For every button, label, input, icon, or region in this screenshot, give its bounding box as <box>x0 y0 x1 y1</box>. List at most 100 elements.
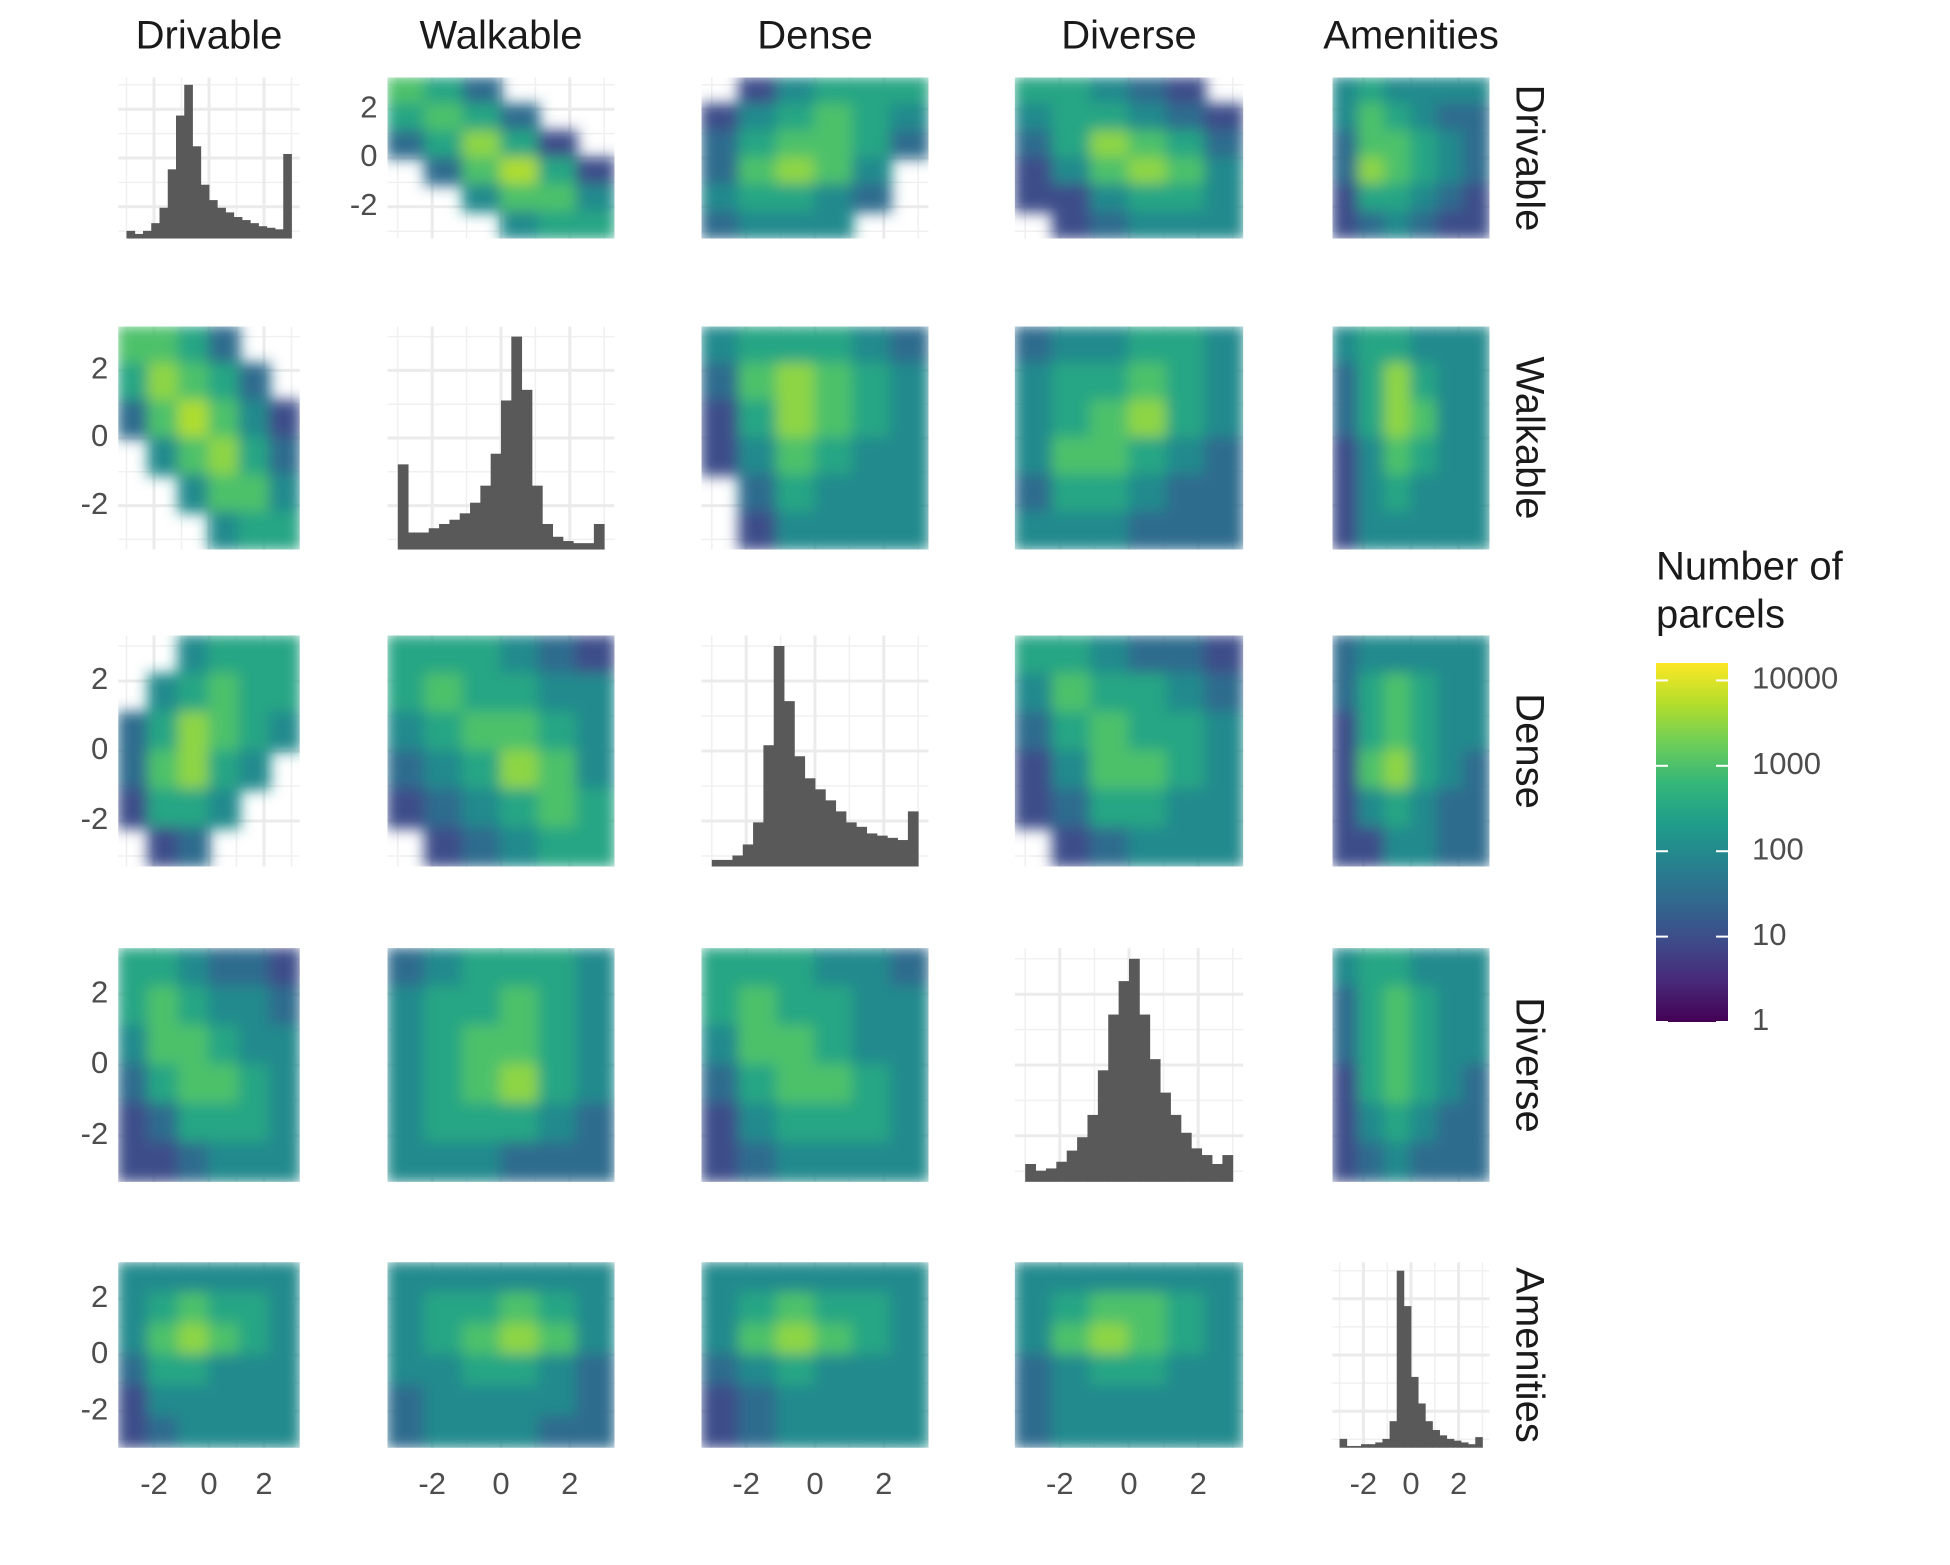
hex-cell <box>1410 1102 1439 1144</box>
hex-cell <box>851 1141 892 1182</box>
hex-cell <box>1332 1141 1360 1182</box>
hex-cell <box>462 1354 502 1387</box>
hex-cell <box>1383 750 1412 791</box>
hex-cell <box>889 77 929 106</box>
hex-cell <box>738 103 779 133</box>
hex-cell <box>1462 635 1490 675</box>
histogram-bar <box>753 822 764 867</box>
hex-cell <box>1462 326 1490 365</box>
histogram-bar <box>804 778 816 867</box>
hex-cell <box>500 1141 540 1182</box>
hex-cell <box>889 1354 929 1387</box>
hex-cell <box>1410 948 1439 989</box>
hex-cell <box>424 157 465 186</box>
y-tick-label: 2 <box>91 351 108 386</box>
hex-cell <box>851 362 892 402</box>
hex-cell <box>701 399 741 439</box>
hex-cell <box>1357 210 1386 239</box>
hex-cell <box>387 711 427 752</box>
hex-cell <box>1383 474 1412 514</box>
y-tick-label: 2 <box>91 974 108 1009</box>
histogram-bar <box>192 146 202 239</box>
hex-cell <box>1383 77 1412 106</box>
hex-cell <box>462 1292 502 1326</box>
hex-cell <box>118 1384 150 1418</box>
hex-cell <box>1436 750 1465 791</box>
histogram-bar <box>470 502 481 550</box>
hex-cell <box>1357 711 1386 752</box>
hex-cell <box>1383 711 1412 752</box>
hex-cell <box>177 1354 210 1387</box>
hex-cell <box>208 362 241 402</box>
hex-cell <box>238 948 271 989</box>
hex-cell <box>1128 673 1169 714</box>
hex-cell <box>537 1292 578 1326</box>
hex-cell <box>851 77 892 106</box>
hex-cell <box>851 1415 892 1448</box>
hex-cell <box>1014 157 1054 186</box>
hexbin-cells <box>1332 635 1490 867</box>
hex-cell <box>1436 157 1465 186</box>
hex-cell <box>147 326 180 365</box>
y-tick-label: 2 <box>360 89 377 124</box>
hex-cell <box>889 511 929 550</box>
hex-cell <box>500 157 540 186</box>
hex-cell <box>1204 437 1244 477</box>
hex-cell <box>1410 130 1439 159</box>
hex-cell <box>1332 750 1360 791</box>
hexbin-panel <box>387 635 615 867</box>
hex-cell <box>118 1354 150 1387</box>
hex-cell <box>268 635 300 675</box>
hex-cell <box>1204 1384 1244 1418</box>
hex-cell <box>1436 362 1465 402</box>
hex-cell <box>889 948 929 989</box>
hex-cell <box>776 1292 816 1326</box>
hex-cell <box>387 948 427 989</box>
histogram-bar <box>583 543 595 550</box>
hex-cell <box>424 1064 465 1105</box>
hex-cell <box>1051 511 1092 550</box>
hex-cell <box>500 1292 540 1326</box>
hex-cell <box>1204 157 1244 186</box>
hex-cell <box>1436 183 1465 213</box>
hex-cell <box>701 1415 741 1448</box>
hex-cell <box>268 1354 300 1387</box>
hex-cell <box>575 1141 615 1182</box>
hex-cell <box>1014 399 1054 439</box>
hex-cell <box>814 1141 854 1182</box>
hex-cell <box>1410 399 1439 439</box>
hex-cell <box>1204 183 1244 213</box>
x-tick-label: 0 <box>806 1466 823 1501</box>
hex-cell <box>147 788 180 829</box>
hex-cell <box>1357 399 1386 439</box>
histogram-bar <box>1432 1430 1440 1448</box>
hex-cell <box>1436 103 1465 133</box>
hex-cell <box>238 750 271 791</box>
hex-cell <box>238 1064 271 1105</box>
hex-cell <box>537 827 578 867</box>
hex-cell <box>889 1323 929 1356</box>
hex-cell <box>1204 1415 1244 1448</box>
hex-cell <box>1410 474 1439 514</box>
hex-cell <box>1383 511 1412 550</box>
x-tick-label: 2 <box>1190 1466 1207 1501</box>
hex-cell <box>387 1102 427 1144</box>
hex-cell <box>776 362 816 402</box>
hex-cell <box>537 635 578 675</box>
hex-cell <box>387 130 427 159</box>
hex-cell <box>1166 1415 1207 1448</box>
hex-cell <box>1410 635 1439 675</box>
hex-cell <box>462 750 502 791</box>
hex-cell <box>1332 362 1360 402</box>
hex-cell <box>118 1292 150 1326</box>
row-strip-label: Drivable <box>1507 85 1551 232</box>
histogram-bar <box>1056 1161 1068 1182</box>
hex-cell <box>1089 1323 1130 1356</box>
hex-cell <box>1410 711 1439 752</box>
hex-cell <box>118 986 150 1028</box>
hex-cell <box>1462 157 1490 186</box>
hex-cell <box>238 399 271 439</box>
hex-cell <box>1436 399 1465 439</box>
hex-cell <box>889 399 929 439</box>
hex-cell <box>1166 474 1207 514</box>
